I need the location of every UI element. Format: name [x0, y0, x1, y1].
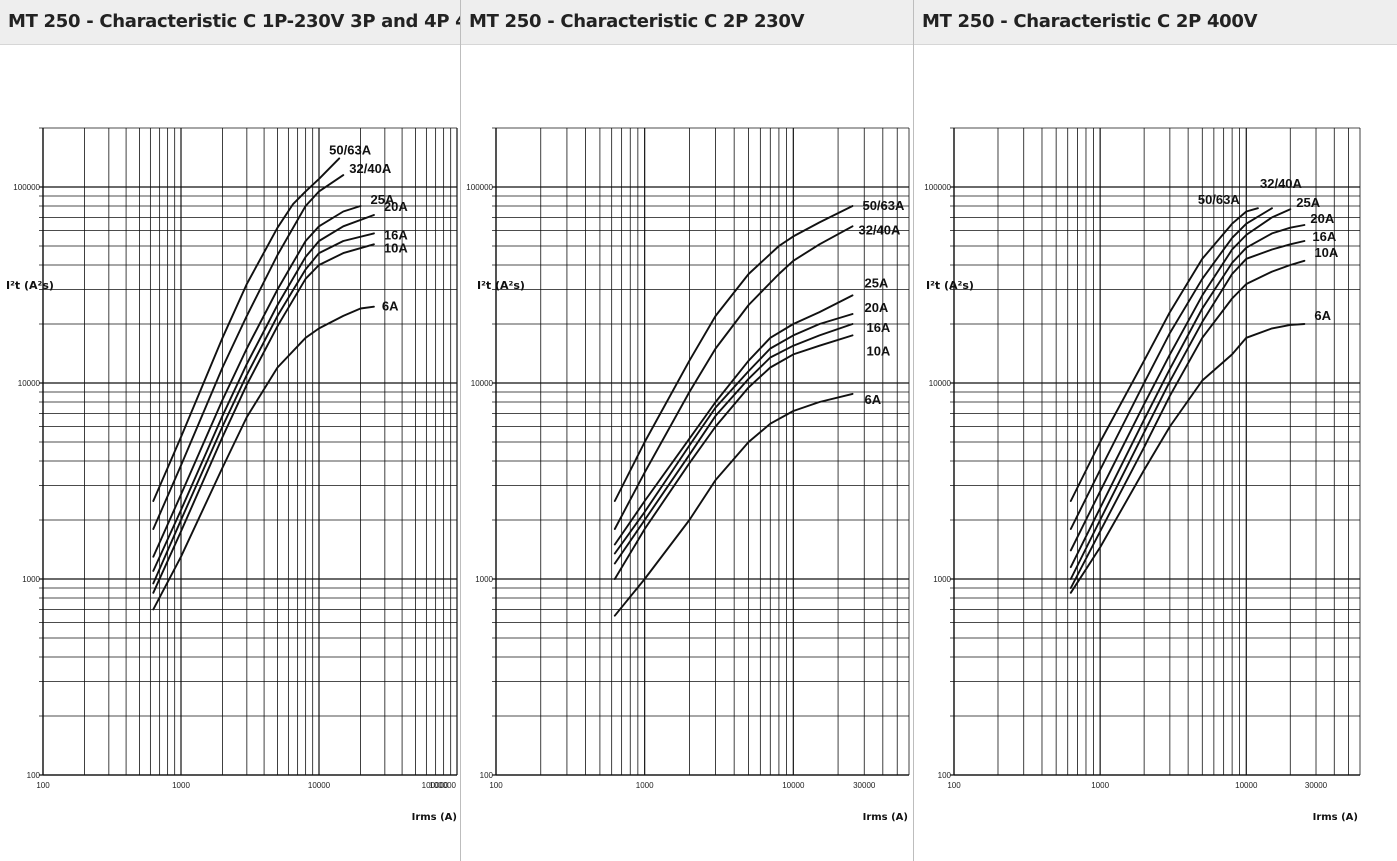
- series-label: 32/40A: [1260, 176, 1303, 191]
- series-line-32-40a: [1069, 207, 1273, 530]
- chart-title: MT 250 - Characteristic C 2P 230V: [469, 11, 805, 32]
- series-line-25a: [1069, 208, 1292, 552]
- y-tick-label: 1000: [22, 575, 40, 584]
- x-axis-label: Irms (A): [1313, 812, 1358, 823]
- series-label: 32/40A: [349, 161, 392, 176]
- series-label: 6A: [382, 299, 399, 314]
- y-tick-label: 1000: [933, 575, 951, 584]
- series-label: 10A: [384, 240, 408, 255]
- x-tick-label: 10000: [1235, 781, 1258, 790]
- series-line-16a: [613, 323, 854, 565]
- x-tick-label: 1000: [172, 781, 190, 790]
- x-tick-label: 30000: [853, 781, 876, 790]
- series-line-10a: [1069, 259, 1306, 589]
- series-line-25a: [613, 294, 854, 546]
- series-label: 16A: [384, 227, 408, 242]
- y-tick-label: 1000: [475, 575, 493, 584]
- series-label: 6A: [864, 392, 881, 407]
- panel-divider: [460, 0, 461, 861]
- y-tick-label: 100000: [924, 183, 951, 192]
- x-axis-label: Irms (A): [412, 812, 457, 823]
- y-tick-label: 100: [27, 771, 41, 780]
- x-tick-label: 100000: [422, 781, 449, 790]
- series-label: 16A: [866, 320, 890, 335]
- panel-header: MT 250 - Characteristic C 2P 400V: [914, 0, 1397, 45]
- x-tick-label: 1000: [1091, 781, 1109, 790]
- series-label: 25A: [1296, 195, 1320, 210]
- panel-header: MT 250 - Characteristic C 2P 230V: [461, 0, 913, 45]
- y-tick-label: 100000: [13, 183, 40, 192]
- chart-plot: 100 1000 10000 100000 100 1000 10000 30000 I²t (…: [466, 127, 910, 823]
- chart-panel-3: MT 250 - Characteristic C 2P 400V 100 100…: [914, 0, 1397, 861]
- chart-title: MT 250 - Characteristic C 1P-230V 3P and…: [8, 11, 506, 32]
- x-tick-label: 100000: [429, 781, 456, 790]
- series-line-25a: [152, 205, 362, 558]
- panel-header: MT 250 - Characteristic C 1P-230V 3P and…: [0, 0, 506, 45]
- y-axis-label: I²t (A²s): [6, 279, 54, 292]
- x-tick-label: 100: [489, 781, 503, 790]
- y-tick-label: 10000: [471, 379, 494, 388]
- y-axis-label: I²t (A²s): [477, 279, 525, 292]
- series-line-6a: [1069, 323, 1306, 594]
- y-tick-label: 10000: [18, 379, 41, 388]
- series-line-20a: [1069, 224, 1306, 569]
- y-tick-label: 100: [938, 771, 952, 780]
- chart-title: MT 250 - Characteristic C 2P 400V: [922, 11, 1258, 32]
- series-label: 10A: [866, 343, 890, 358]
- x-tick-label: 100: [36, 781, 50, 790]
- series-label: 20A: [1310, 211, 1334, 226]
- series-line-50-63a: [152, 157, 341, 502]
- series-line-16a: [1069, 240, 1306, 580]
- series-label: 20A: [384, 199, 408, 214]
- series-line-16a: [152, 232, 375, 585]
- series-label: 50/63A: [862, 198, 905, 213]
- series-line-50-63a: [613, 205, 854, 502]
- series-line-20a: [152, 214, 375, 572]
- series-label: 25A: [371, 192, 395, 207]
- chart-panel-2: MT 250 - Characteristic C 2P 230V 100 100…: [461, 0, 913, 861]
- x-tick-label: 1000: [636, 781, 654, 790]
- x-tick-label: 10000: [782, 781, 805, 790]
- series-label: 10A: [1314, 245, 1338, 260]
- series-line-20a: [613, 313, 854, 555]
- x-tick-label: 10000: [308, 781, 331, 790]
- series-label: 25A: [864, 275, 888, 290]
- chart-panel-1: MT 250 - Characteristic C 1P-230V 3P and…: [0, 0, 506, 861]
- series-label: 20A: [864, 300, 888, 315]
- x-tick-label: 30000: [1305, 781, 1328, 790]
- y-tick-label: 10000: [929, 379, 952, 388]
- series-line-50-63a: [1069, 207, 1259, 502]
- series-label: 16A: [1312, 229, 1336, 244]
- series-line-32-40a: [152, 174, 345, 530]
- series-line-6a: [152, 305, 375, 611]
- series-line-10a: [152, 243, 375, 594]
- chart-plot: 100 1000 10000 100000 100 1000 10000 30000 I²t (…: [924, 127, 1361, 823]
- series-line-32-40a: [613, 225, 854, 530]
- y-tick-label: 100000: [466, 183, 493, 192]
- series-label: 50/63A: [329, 142, 372, 157]
- x-tick-label: 100: [947, 781, 961, 790]
- series-line-6a: [613, 392, 854, 617]
- series-label: 50/63A: [1198, 192, 1241, 207]
- x-axis-label: Irms (A): [863, 812, 908, 823]
- panel-divider: [913, 0, 914, 861]
- series-label: 32/40A: [858, 222, 901, 237]
- series-line-10a: [613, 334, 854, 580]
- series-label: 6A: [1314, 308, 1331, 323]
- y-tick-label: 100: [480, 771, 494, 780]
- y-axis-label: I²t (A²s): [926, 279, 974, 292]
